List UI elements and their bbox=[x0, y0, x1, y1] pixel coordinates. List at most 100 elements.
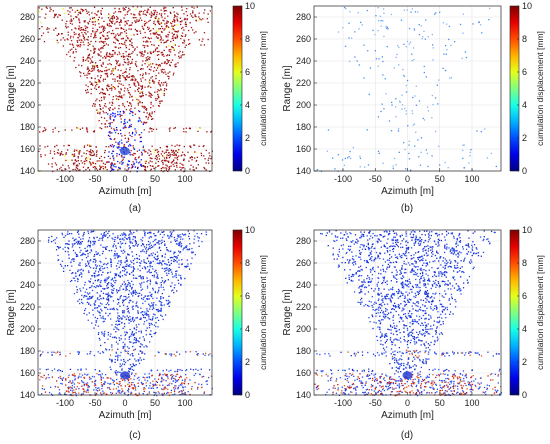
speckle-point bbox=[390, 262, 392, 264]
speckle-point bbox=[392, 167, 394, 169]
speckle-point bbox=[142, 336, 144, 338]
speckle-point bbox=[158, 96, 160, 99]
speckle-point bbox=[108, 300, 110, 302]
speckle-point bbox=[102, 41, 104, 43]
speckle-point bbox=[169, 130, 171, 132]
speckle-point bbox=[114, 371, 116, 373]
speckle-point bbox=[139, 345, 141, 348]
speckle-point bbox=[161, 31, 163, 33]
speckle-point bbox=[342, 27, 344, 29]
speckle-point bbox=[87, 70, 90, 72]
speckle-point bbox=[100, 376, 103, 379]
speckle-point bbox=[170, 369, 172, 371]
speckle-point bbox=[86, 58, 88, 60]
speckle-point bbox=[77, 300, 79, 302]
speckle-point bbox=[112, 53, 114, 56]
speckle-point bbox=[369, 67, 372, 69]
speckle-field bbox=[316, 6, 497, 173]
speckle-point bbox=[398, 64, 400, 66]
speckle-point bbox=[380, 246, 382, 248]
speckle-point bbox=[92, 230, 94, 233]
speckle-point bbox=[120, 338, 122, 340]
speckle-point bbox=[92, 61, 94, 63]
speckle-point bbox=[83, 384, 85, 387]
speckle-point bbox=[174, 162, 176, 164]
speckle-point bbox=[85, 157, 88, 159]
speckle-point bbox=[174, 379, 177, 381]
speckle-point bbox=[158, 155, 160, 157]
speckle-point bbox=[142, 376, 144, 378]
speckle-point bbox=[166, 83, 168, 85]
speckle-point bbox=[100, 55, 102, 57]
speckle-point bbox=[448, 298, 450, 300]
speckle-point bbox=[116, 61, 118, 64]
speckle-point bbox=[127, 90, 129, 92]
speckle-point bbox=[172, 289, 174, 291]
speckle-point bbox=[161, 388, 163, 390]
speckle-point bbox=[106, 85, 108, 87]
speckle-point bbox=[184, 154, 186, 157]
speckle-point bbox=[128, 234, 130, 236]
speckle-point bbox=[135, 291, 138, 294]
speckle-point bbox=[380, 25, 382, 27]
speckle-point bbox=[107, 387, 109, 389]
speckle-point bbox=[177, 387, 179, 389]
speckle-point bbox=[89, 378, 91, 380]
speckle-point bbox=[164, 256, 166, 258]
speckle-point bbox=[195, 167, 198, 169]
speckle-point bbox=[129, 143, 131, 146]
speckle-point bbox=[374, 376, 376, 378]
speckle-point bbox=[157, 240, 160, 242]
speckle-point bbox=[144, 266, 146, 269]
speckle-point bbox=[77, 376, 80, 379]
speckle-point bbox=[86, 27, 89, 29]
speckle-point bbox=[127, 283, 129, 286]
speckle-point bbox=[72, 44, 74, 46]
speckle-point bbox=[381, 353, 383, 355]
speckle-point bbox=[173, 353, 175, 356]
speckle-point bbox=[80, 41, 82, 44]
speckle-point bbox=[53, 351, 55, 353]
speckle-point bbox=[164, 23, 166, 25]
speckle-point bbox=[144, 231, 146, 234]
speckle-point bbox=[375, 393, 378, 395]
speckle-point bbox=[99, 265, 101, 267]
speckle-point bbox=[112, 164, 114, 166]
speckle-point bbox=[115, 388, 117, 390]
speckle-point bbox=[93, 153, 95, 155]
speckle-point bbox=[417, 389, 419, 391]
speckle-point bbox=[69, 20, 71, 22]
speckle-point bbox=[166, 249, 168, 251]
speckle-point bbox=[149, 92, 151, 94]
speckle-point bbox=[185, 21, 187, 23]
speckle-point bbox=[432, 260, 434, 263]
speckle-point bbox=[395, 380, 397, 382]
speckle-point bbox=[160, 304, 162, 306]
speckle-point bbox=[115, 21, 117, 23]
speckle-point bbox=[109, 125, 111, 127]
speckle-point bbox=[122, 7, 124, 9]
speckle-point bbox=[41, 388, 43, 390]
speckle-point bbox=[140, 262, 142, 265]
speckle-point bbox=[464, 375, 466, 377]
speckle-point bbox=[201, 241, 203, 243]
speckle-point bbox=[125, 126, 127, 129]
speckle-point bbox=[173, 236, 176, 239]
speckle-point bbox=[127, 20, 129, 22]
speckle-point bbox=[141, 382, 143, 385]
speckle-field bbox=[314, 230, 503, 397]
speckle-point bbox=[421, 391, 423, 393]
speckle-point bbox=[77, 160, 79, 162]
speckle-point bbox=[158, 58, 160, 60]
speckle-point bbox=[369, 247, 371, 249]
panel-d: -100 -50 0 50 100140160180200220240260280Azi… bbox=[282, 225, 545, 441]
speckle-point bbox=[151, 375, 153, 377]
speckle-point bbox=[165, 267, 168, 269]
speckle-point bbox=[83, 312, 85, 315]
speckle-point bbox=[153, 14, 155, 16]
speckle-point bbox=[134, 157, 137, 159]
speckle-point bbox=[83, 160, 85, 163]
speckle-point bbox=[99, 254, 101, 256]
speckle-point bbox=[121, 27, 123, 30]
speckle-point bbox=[91, 82, 93, 84]
